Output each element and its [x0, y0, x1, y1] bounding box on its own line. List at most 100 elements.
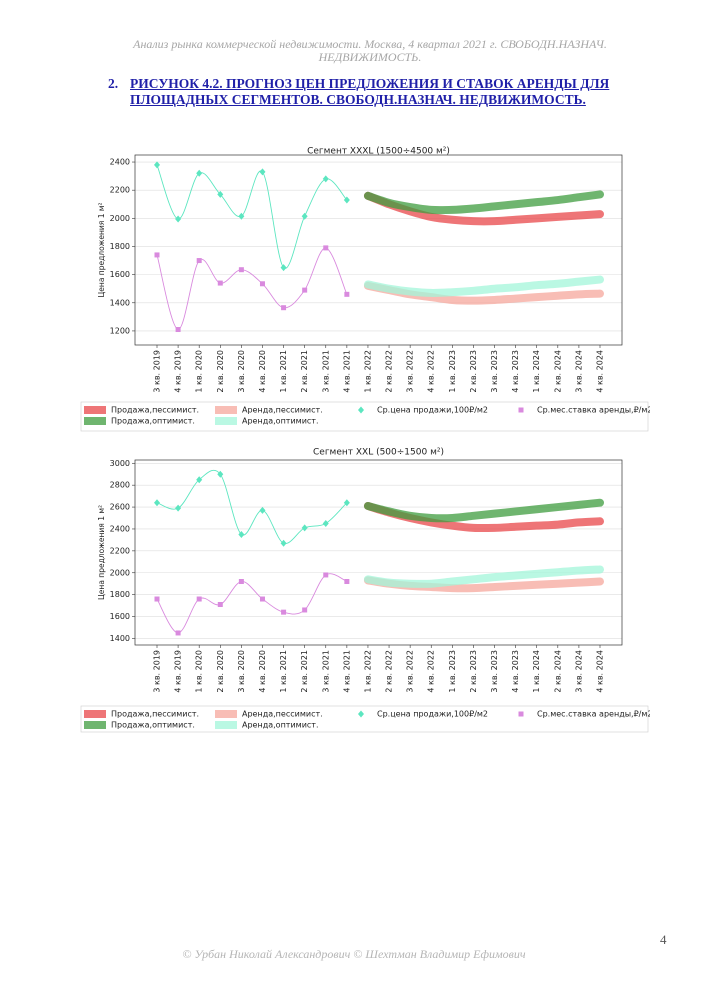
legend-label: Аренда,оптимист.	[242, 417, 319, 426]
marker	[175, 215, 182, 223]
legend-entry: Продажа,пессимист.	[84, 710, 199, 719]
x-tick-label: 2 кв. 2020	[216, 650, 225, 693]
y-tick-label: 2200	[110, 186, 130, 195]
marker	[343, 196, 350, 204]
y-tick-label: 2400	[110, 524, 130, 533]
x-tick-label: 4 кв. 2021	[342, 650, 351, 693]
legend-swatch	[215, 710, 237, 718]
marker	[518, 407, 524, 413]
legend-label: Ср.мес.ставка аренды,₽/м2	[537, 710, 650, 719]
history-line	[156, 247, 348, 330]
history-line	[156, 573, 348, 634]
footer: © Урбан Николай Александрович © Шехтман …	[182, 947, 526, 961]
x-tick-label: 3 кв. 2020	[237, 650, 246, 693]
page-number: 4	[660, 932, 667, 947]
forecast-band	[363, 190, 604, 215]
marker	[217, 470, 224, 478]
legend-entry: Аренда,оптимист.	[215, 417, 319, 426]
marker	[154, 596, 160, 602]
x-tick-label: 3 кв. 2022	[406, 650, 415, 693]
legend-label: Продажа,оптимист.	[111, 417, 195, 426]
marker	[302, 607, 308, 613]
x-tick-label: 1 кв. 2020	[195, 350, 204, 393]
marker	[281, 305, 287, 311]
legend-label: Аренда,пессимист.	[242, 710, 323, 719]
x-tick-label: 2 кв. 2024	[553, 650, 562, 693]
y-axis-label: Цена предложения 1 м²	[97, 202, 106, 297]
x-tick-label: 3 кв. 2022	[406, 350, 415, 393]
marker	[196, 476, 203, 484]
x-tick-label: 4 кв. 2021	[342, 350, 351, 393]
marker	[323, 245, 329, 251]
marker	[238, 530, 245, 538]
marker	[175, 504, 182, 512]
marker	[238, 212, 245, 220]
legend-swatch	[84, 721, 106, 729]
y-tick-label: 1800	[110, 242, 130, 251]
x-tick-label: 4 кв. 2023	[511, 650, 520, 693]
legend-entry: Продажа,оптимист.	[84, 721, 195, 730]
x-tick-label: 2 кв. 2023	[469, 350, 478, 393]
legend-swatch	[215, 417, 237, 425]
legend-entry: Ср.цена продажи,100₽/м2	[358, 406, 488, 415]
legend-swatch	[215, 406, 237, 414]
forecast-band	[363, 275, 604, 297]
x-tick-label: 3 кв. 2024	[574, 350, 583, 393]
x-tick-label: 4 кв. 2019	[174, 650, 183, 693]
x-tick-label: 2 кв. 2022	[385, 350, 394, 393]
y-tick-label: 1400	[110, 298, 130, 307]
marker	[358, 406, 364, 414]
marker	[259, 281, 265, 287]
legend-label: Продажа,оптимист.	[111, 721, 195, 730]
marker	[343, 499, 350, 507]
x-tick-label: 3 кв. 2023	[490, 650, 499, 693]
marker	[238, 267, 244, 273]
marker	[196, 169, 203, 177]
forecast-band	[363, 498, 604, 523]
chart-title: Сегмент XXXL (1500÷4500 м²)	[307, 147, 450, 157]
legend-label: Аренда,пессимист.	[242, 406, 323, 415]
y-tick-label: 2600	[110, 503, 130, 512]
y-tick-label: 1800	[110, 590, 130, 599]
chart-title: Сегмент XXL (500÷1500 м²)	[313, 448, 444, 458]
marker	[302, 287, 308, 293]
heading-text: РИСУНОК 4.2. ПРОГНОЗ ЦЕН ПРЕДЛОЖЕНИЯ И С…	[130, 76, 610, 107]
legend-box	[80, 705, 649, 733]
heading-number: 2.	[108, 76, 119, 91]
y-tick-label: 1600	[110, 612, 130, 621]
plot-frame	[134, 459, 623, 646]
legend-swatch	[84, 417, 106, 425]
legend-swatch	[215, 721, 237, 729]
x-tick-label: 1 кв. 2021	[279, 350, 288, 393]
y-tick-label: 2000	[110, 568, 130, 577]
x-tick-label: 2 кв. 2021	[300, 650, 309, 693]
marker	[301, 212, 308, 220]
y-tick-label: 2800	[110, 481, 130, 490]
marker	[154, 252, 160, 258]
legend-label: Продажа,пессимист.	[111, 406, 199, 415]
marker	[217, 190, 224, 198]
legend-label: Ср.мес.ставка аренды,₽/м2	[537, 406, 650, 415]
legend-entry: Продажа,оптимист.	[84, 417, 195, 426]
plot-frame	[134, 154, 623, 346]
y-tick-label: 1600	[110, 270, 130, 279]
marker	[323, 572, 329, 578]
legend-label: Ср.цена продажи,100₽/м2	[377, 406, 488, 415]
marker	[175, 630, 181, 636]
marker	[280, 264, 287, 272]
x-tick-label: 4 кв. 2020	[258, 650, 267, 693]
x-tick-label: 3 кв. 2019	[153, 650, 162, 693]
legend-label: Аренда,оптимист.	[242, 721, 319, 730]
x-tick-label: 2 кв. 2023	[469, 650, 478, 693]
legend-label: Продажа,пессимист.	[111, 710, 199, 719]
marker	[301, 524, 308, 532]
x-tick-label: 1 кв. 2021	[279, 650, 288, 693]
x-tick-label: 4 кв. 2019	[174, 350, 183, 393]
marker	[217, 601, 223, 607]
x-tick-label: 3 кв. 2024	[574, 650, 583, 693]
marker	[196, 596, 202, 602]
x-tick-label: 2 кв. 2021	[300, 350, 309, 393]
x-tick-label: 4 кв. 2022	[427, 350, 436, 393]
marker	[175, 327, 181, 333]
y-tick-label: 1200	[110, 326, 130, 335]
